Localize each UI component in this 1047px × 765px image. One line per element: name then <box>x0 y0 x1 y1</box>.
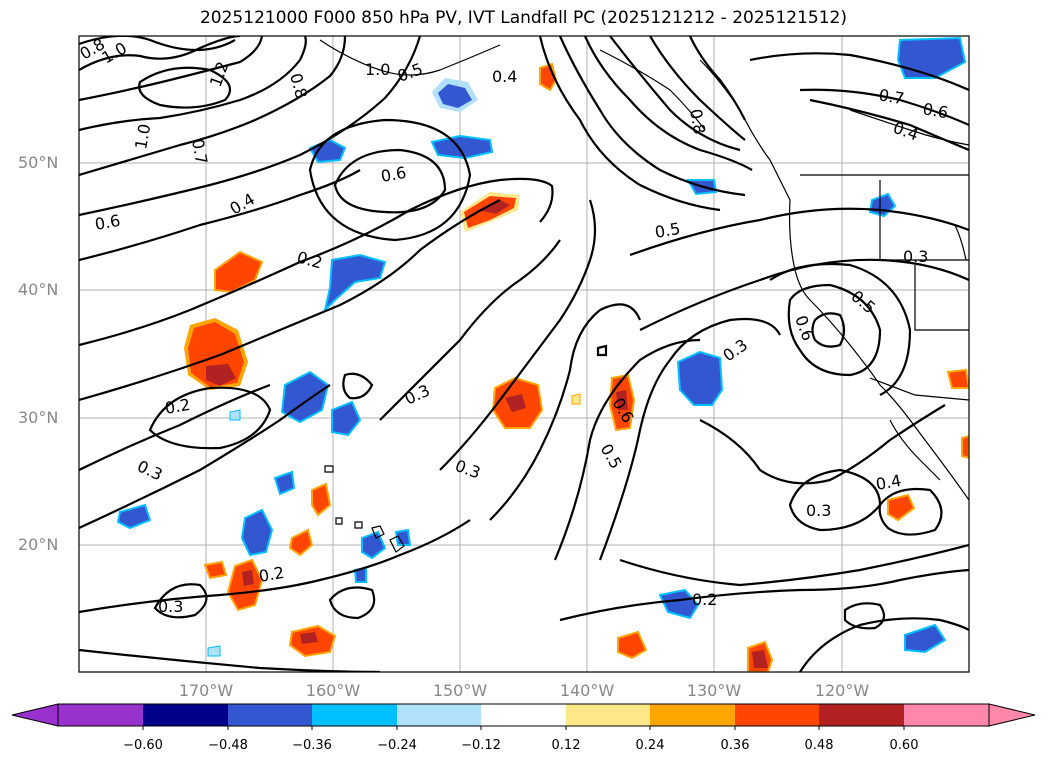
colorbar-swatch <box>904 704 989 726</box>
neg-patch <box>432 78 478 112</box>
pos-patch <box>226 558 264 612</box>
colorbar-swatch <box>650 704 735 726</box>
pos-patch <box>491 376 544 429</box>
contour-label: 0.6 <box>921 99 949 122</box>
plot-frame <box>78 35 970 673</box>
pos-patch <box>617 630 648 660</box>
colorbar-tick-label: −0.36 <box>292 738 332 753</box>
contour-label: 0.2 <box>257 563 285 586</box>
colorbar-tick-label: −0.24 <box>377 738 417 753</box>
colorbar-swatch <box>397 704 481 726</box>
pv-contours <box>79 36 969 672</box>
colorbar-frame <box>57 703 990 727</box>
colorbar-tick-label: 0.48 <box>804 738 834 753</box>
contour-label: 0.8 <box>686 107 709 135</box>
contour-label: 0.3 <box>806 501 831 520</box>
contour-label: 0.2 <box>163 395 191 418</box>
contour-label: 0.6 <box>93 211 121 234</box>
contour-label: 0.7 <box>877 85 905 108</box>
lat-label: 40°N <box>18 280 59 299</box>
lon-label: 130°W <box>686 681 742 700</box>
positive-shading <box>184 62 969 672</box>
lat-label: 20°N <box>18 535 59 554</box>
colorbar-extend-min <box>11 703 59 727</box>
lat-label: 30°N <box>18 408 59 427</box>
contour-label: 0.7 <box>188 137 211 165</box>
neg-patch <box>273 470 296 496</box>
pos-patch <box>203 560 228 580</box>
colorbar-tick-label: 0.12 <box>551 738 581 753</box>
colorbar-tick-label: −0.12 <box>461 738 501 753</box>
lon-label: 120°W <box>814 681 870 700</box>
neg-patch <box>240 508 274 557</box>
contour-label: 0.4 <box>492 67 517 86</box>
colorbar-swatch <box>566 704 650 726</box>
lon-label: 150°W <box>432 681 488 700</box>
contour-label: 1.0 <box>365 60 390 79</box>
pos-patch <box>288 624 337 658</box>
colorbar-extend-max <box>988 703 1036 727</box>
colorbar-swatch <box>228 704 312 726</box>
colorbar-tick-label: −0.48 <box>208 738 248 753</box>
contour-label: 0.5 <box>653 219 681 242</box>
neg-patch <box>676 350 724 406</box>
colorbar-swatch <box>143 704 228 726</box>
neg-patch <box>361 530 387 560</box>
colorbar-swatch <box>58 704 143 726</box>
lon-label: 170°W <box>178 681 234 700</box>
colorbar-swatch <box>481 704 566 726</box>
pos-patch <box>460 192 520 232</box>
neg-patch <box>904 623 947 654</box>
colorbar-tick-label: 0.60 <box>889 738 919 753</box>
contour-label: 0.2 <box>692 590 717 609</box>
pos-patch <box>747 640 774 672</box>
neg-patch <box>394 528 412 546</box>
neg-patch <box>430 134 494 160</box>
colorbar-swatch <box>735 704 819 726</box>
contour-label: 0.6 <box>379 163 407 186</box>
colorbar <box>11 703 1036 730</box>
colorbar-swatch <box>819 704 904 726</box>
colorbar-tick-label: 0.36 <box>720 738 750 753</box>
pos-patch <box>887 493 916 522</box>
neg-patch <box>658 588 700 620</box>
neg-patch <box>207 645 221 657</box>
lat-label: 50°N <box>18 153 59 172</box>
pos-patch <box>311 482 332 517</box>
colorbar-tickmarks <box>142 726 905 730</box>
colorbar-tick-label: −0.60 <box>123 738 163 753</box>
colorbar-tick-label: 0.24 <box>635 738 665 753</box>
neg-patch <box>323 253 387 314</box>
neg-patch <box>331 400 362 437</box>
pos-patch <box>288 528 314 557</box>
pos-patch <box>184 318 248 390</box>
pos-patch <box>214 250 264 294</box>
lon-label: 140°W <box>559 681 615 700</box>
hawaiian-islands <box>324 465 405 553</box>
chart-title: 2025121000 F000 850 hPa PV, IVT Landfall… <box>199 8 847 28</box>
pos-patch <box>571 393 581 405</box>
neg-patch <box>116 503 152 530</box>
neg-patch <box>229 409 241 421</box>
lon-label: 160°W <box>305 681 361 700</box>
contour-label: 0.4 <box>874 471 902 494</box>
contour-label: 0.3 <box>903 247 928 266</box>
coastlines <box>319 39 969 501</box>
pos-patch <box>946 368 969 389</box>
contour-label: 1.0 <box>131 122 154 150</box>
contour-label: 0.3 <box>158 597 183 616</box>
pos-patch <box>961 434 969 460</box>
neg-patch <box>896 36 967 79</box>
colorbar-swatch <box>312 704 397 726</box>
